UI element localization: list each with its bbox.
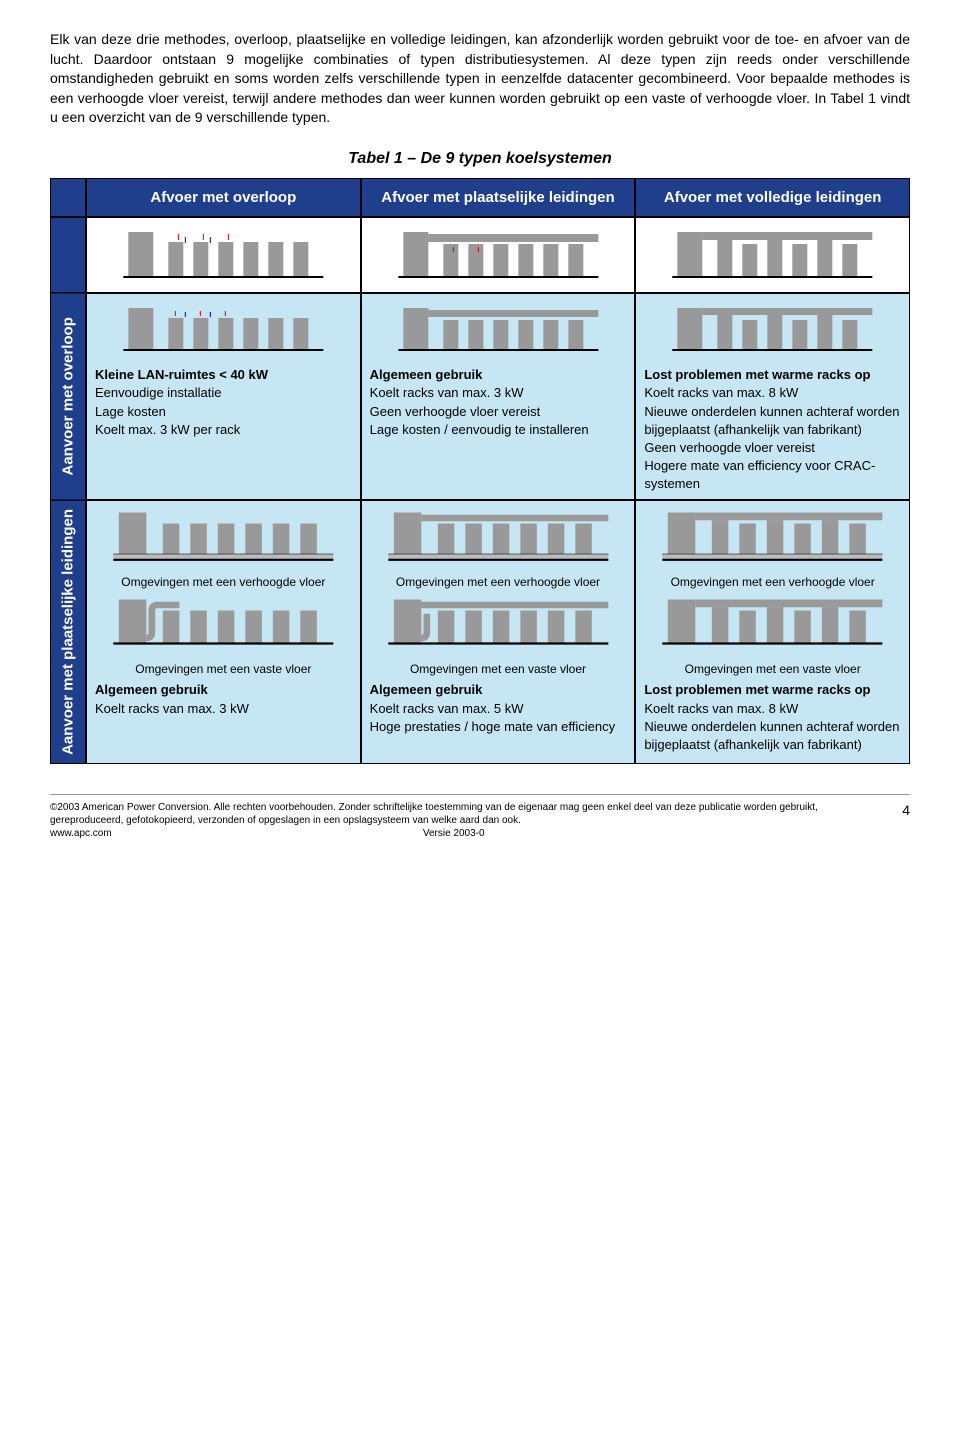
cell-line: Lage kosten / eenvoudig te installeren <box>370 421 627 439</box>
intro-paragraph: Elk van deze drie methodes, overloop, pl… <box>50 30 910 128</box>
sub-label: Omgevingen met een verhoogde vloer <box>95 574 352 591</box>
cell-line: Hogere mate van efficiency voor CRAC-sys… <box>644 457 901 493</box>
cooling-types-table: Afvoer met overloop Afvoer met plaatseli… <box>50 178 910 764</box>
table-title: Tabel 1 – De 9 typen koelsystemen <box>50 148 910 170</box>
cell-line: Koelt racks van max. 3 kW <box>95 700 352 718</box>
cell-title: Algemeen gebruik <box>95 682 208 697</box>
sub-label: Omgevingen met een verhoogde vloer <box>370 574 627 591</box>
cell-line: Koelt racks van max. 8 kW <box>644 700 901 718</box>
cell-line: Koelt racks van max. 8 kW <box>644 384 901 402</box>
cell-r2-c3: Omgevingen met een verhoogde vloer Omgev… <box>635 500 910 764</box>
footer-version: Versie 2003-0 <box>423 828 485 839</box>
cell-r1-c1: Kleine LAN-ruimtes < 40 kW Eenvoudige in… <box>86 293 361 501</box>
cell-title: Algemeen gebruik <box>370 367 483 382</box>
header-diagram-2 <box>361 217 636 293</box>
header-diagram-1 <box>86 217 361 293</box>
corner-cell <box>50 178 86 217</box>
row-label-1: Aanvoer met overloop <box>50 293 86 501</box>
cell-line: Eenvoudige installatie <box>95 384 352 402</box>
col-header-1: Afvoer met overloop <box>86 178 361 217</box>
cell-line: Lage kosten <box>95 403 352 421</box>
col-header-2: Afvoer met plaatselijke leidingen <box>361 178 636 217</box>
page-footer: ©2003 American Power Conversion. Alle re… <box>50 794 910 840</box>
cell-line: Geen verhoogde vloer vereist <box>644 439 901 457</box>
row-label-2: Aanvoer met plaatselijke leidingen <box>50 500 86 764</box>
cell-title: Algemeen gebruik <box>370 682 483 697</box>
cell-r2-c1: Omgevingen met een verhoogde vloer Omgev… <box>86 500 361 764</box>
corner-cell-2 <box>50 217 86 293</box>
cell-title: Lost problemen met warme racks op <box>644 682 870 697</box>
footer-url: www.apc.com <box>50 828 112 839</box>
copyright-text: ©2003 American Power Conversion. Alle re… <box>50 802 818 826</box>
cell-r1-c3: Lost problemen met warme racks op Koelt … <box>635 293 910 501</box>
cell-line: Hoge prestaties / hoge mate van efficien… <box>370 718 627 736</box>
cell-title: Kleine LAN-ruimtes < 40 kW <box>95 367 268 382</box>
cell-r1-c2: Algemeen gebruik Koelt racks van max. 3 … <box>361 293 636 501</box>
header-diagram-3 <box>635 217 910 293</box>
cell-line: Geen verhoogde vloer vereist <box>370 403 627 421</box>
sub-label: Omgevingen met een vaste vloer <box>95 661 352 678</box>
col-header-3: Afvoer met volledige leidingen <box>635 178 910 217</box>
page-number: 4 <box>902 801 910 840</box>
cell-line: Koelt max. 3 kW per rack <box>95 421 352 439</box>
cell-line: Nieuwe onderdelen kunnen achteraf worden… <box>644 718 901 754</box>
sub-label: Omgevingen met een vaste vloer <box>370 661 627 678</box>
sub-label: Omgevingen met een verhoogde vloer <box>644 574 901 591</box>
cell-title: Lost problemen met warme racks op <box>644 367 870 382</box>
cell-line: Nieuwe onderdelen kunnen achteraf worden… <box>644 403 901 439</box>
cell-line: Koelt racks van max. 5 kW <box>370 700 627 718</box>
cell-r2-c2: Omgevingen met een verhoogde vloer Omgev… <box>361 500 636 764</box>
cell-line: Koelt racks van max. 3 kW <box>370 384 627 402</box>
sub-label: Omgevingen met een vaste vloer <box>644 661 901 678</box>
